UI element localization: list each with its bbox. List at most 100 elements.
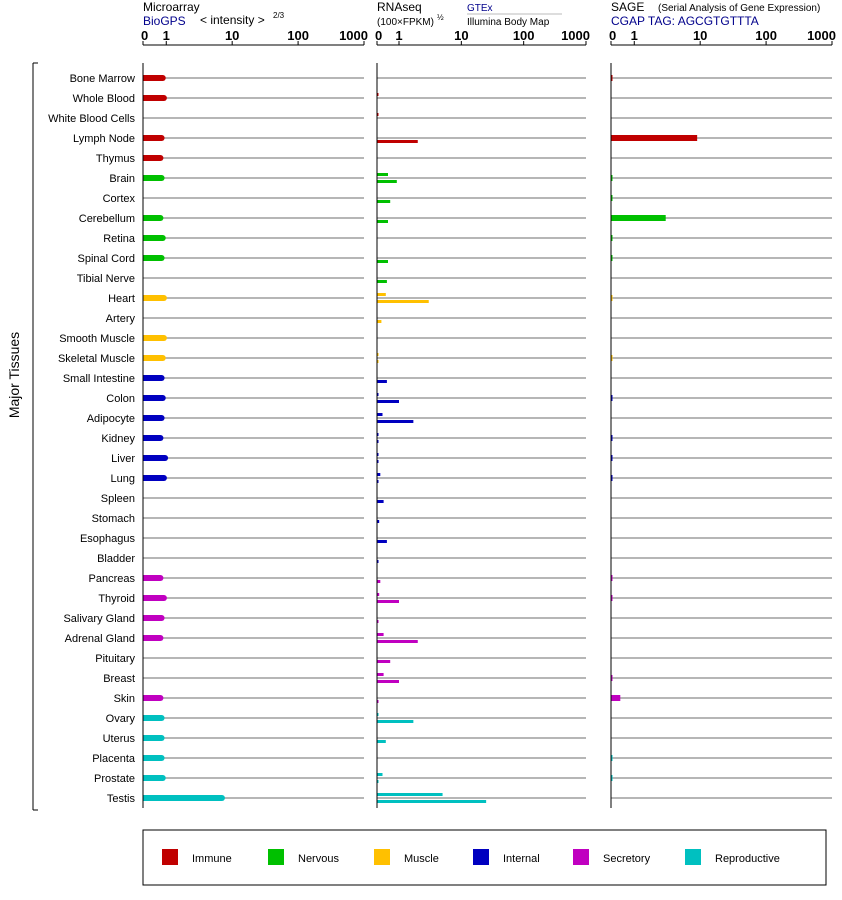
- microarray-bar-cap: [160, 475, 167, 481]
- microarray-bar: [143, 355, 163, 361]
- microarray-bar-cap: [158, 615, 165, 621]
- microarray-bar: [143, 735, 162, 741]
- microarray-bar-cap: [158, 735, 165, 741]
- legend-swatch-immune: [162, 849, 178, 865]
- microarray-bar-cap: [157, 575, 164, 581]
- row-labels: Bone Marrow Whole Blood White Blood Cells L…: [48, 73, 136, 805]
- microarray-bar-cap: [160, 95, 167, 101]
- sage-tick-label: 0: [609, 28, 616, 43]
- sage-bar: [611, 295, 613, 301]
- legend-label-muscle: Muscle: [404, 853, 439, 865]
- row-label: Adrenal Gland: [65, 633, 135, 645]
- rnaseq-illumina-bar: [377, 420, 414, 423]
- rnaseq-illumina-bar: [377, 520, 380, 523]
- rnaseq-illumina-bar: [377, 180, 397, 183]
- row-label: White Blood Cells: [48, 113, 135, 125]
- row-label: Pituitary: [95, 653, 135, 665]
- sage-bar: [611, 435, 613, 441]
- microarray-bar: [143, 95, 164, 101]
- row-label: Tibial Nerve: [77, 273, 135, 285]
- row-label: Liver: [111, 453, 135, 465]
- rnaseq-illumina-bar: [377, 380, 387, 383]
- microarray-bar: [143, 255, 162, 261]
- rnaseq-subtitle-exp: ½: [437, 13, 444, 22]
- microarray-subtitle: BioGPS: [143, 14, 186, 28]
- rnaseq-gtex-bar: [377, 173, 388, 176]
- sage-bar: [611, 475, 613, 481]
- row-label: Pancreas: [89, 573, 136, 585]
- microarray-bar: [143, 795, 222, 801]
- sage-title: SAGE: [611, 0, 644, 14]
- microarray-bar: [143, 455, 166, 461]
- microarray-bar-cap: [158, 755, 165, 761]
- rnaseq-gtex-bar: [377, 113, 379, 116]
- microarray-bar: [143, 155, 161, 161]
- sage-tick-label: 100: [755, 28, 777, 43]
- sage-bar: [611, 455, 613, 461]
- microarray-tick-label: 100: [287, 28, 309, 43]
- microarray-header: Microarray BioGPS < intensity > 2/3: [143, 0, 285, 28]
- microarray-bar: [143, 615, 162, 621]
- row-label: Uterus: [103, 733, 136, 745]
- row-label: Smooth Muscle: [59, 333, 135, 345]
- microarray-bar-cap: [160, 335, 167, 341]
- rnaseq-illumina-bar: [377, 280, 387, 283]
- microarray-bar-cap: [159, 75, 166, 81]
- microarray-tick-label: 1: [163, 28, 170, 43]
- row-label: Breast: [103, 673, 135, 685]
- legend: Immune Nervous Muscle Internal Secretory Repr…: [162, 849, 780, 865]
- row-label: Testis: [107, 793, 136, 805]
- sage-tick-label: 1000: [807, 28, 836, 43]
- row-label: Skin: [114, 693, 135, 705]
- rnaseq-illumina-bar: [377, 440, 379, 443]
- rnaseq-illumina-bar: [377, 780, 379, 783]
- microarray-bar: [143, 235, 163, 241]
- sage-bar: [611, 75, 613, 81]
- row-label: Placenta: [92, 753, 136, 765]
- legend-swatch-muscle: [374, 849, 390, 865]
- rnaseq-illumina-bar: [377, 680, 399, 683]
- sage-title-note: (Serial Analysis of Gene Expression): [658, 3, 820, 14]
- sage-header: SAGE (Serial Analysis of Gene Expression…: [611, 0, 820, 28]
- row-label: Artery: [106, 313, 136, 325]
- rnaseq-gtex-bar: [377, 473, 381, 476]
- rnaseq-illumina-bar: [377, 740, 386, 743]
- rnaseq-illumina-bar: [377, 200, 391, 203]
- rnaseq-gtex-bar: [377, 353, 379, 356]
- legend-label-immune: Immune: [192, 853, 232, 865]
- legend-swatch-internal: [473, 849, 489, 865]
- rnaseq-source-illumina: Illumina Body Map: [467, 17, 550, 28]
- microarray-bar-cap: [157, 155, 164, 161]
- sage-bar: [611, 255, 613, 261]
- rnaseq-illumina-bar: [377, 220, 388, 223]
- bars: [143, 75, 698, 803]
- legend-label-internal: Internal: [503, 853, 540, 865]
- rnaseq-illumina-bar: [377, 800, 487, 803]
- microarray-bar: [143, 775, 163, 781]
- rnaseq-header: RNAseq (100×FPKM) ½ GTEx Illumina Body M…: [377, 0, 562, 28]
- microarray-bar: [143, 575, 161, 581]
- row-label: Retina: [103, 233, 136, 245]
- row-label: Thymus: [96, 153, 136, 165]
- microarray-bar-cap: [157, 435, 164, 441]
- rnaseq-illumina-bar: [377, 320, 382, 323]
- microarray-bar-cap: [159, 775, 166, 781]
- microarray-bar: [143, 595, 164, 601]
- sage-tick-label: 1: [631, 28, 638, 43]
- rnaseq-illumina-bar: [377, 360, 379, 363]
- rnaseq-gtex-bar: [377, 673, 384, 676]
- microarray-tick-label: 1000: [339, 28, 368, 43]
- microarray-bar: [143, 435, 161, 441]
- microarray-bar: [143, 75, 163, 81]
- rnaseq-tick-label: 10: [454, 28, 468, 43]
- rnaseq-gtex-bar: [377, 93, 379, 96]
- row-label: Bladder: [97, 553, 135, 565]
- row-label: Lung: [111, 473, 135, 485]
- microarray-bar: [143, 215, 161, 221]
- microarray-tick-label: 0: [141, 28, 148, 43]
- rnaseq-illumina-bar: [377, 720, 414, 723]
- microarray-scale-label: < intensity >: [200, 13, 265, 27]
- legend-swatch-reproductive: [685, 849, 701, 865]
- sage-bar: [611, 355, 613, 361]
